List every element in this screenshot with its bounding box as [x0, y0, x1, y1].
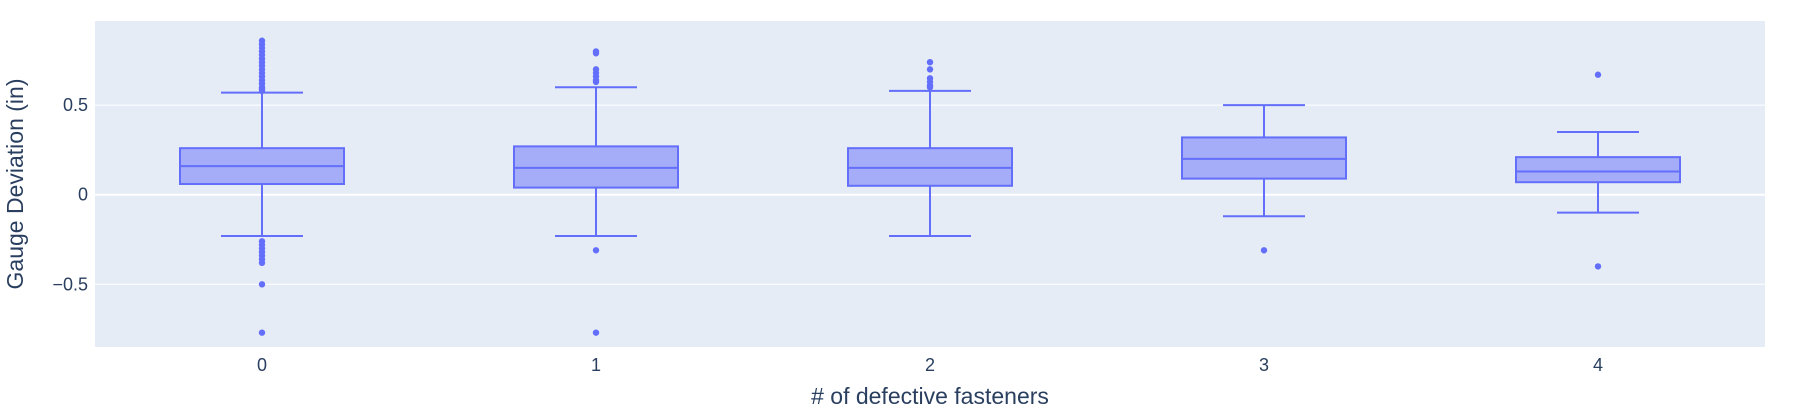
boxes — [179, 37, 1681, 336]
outlier-point — [258, 87, 266, 95]
box-1 — [513, 48, 679, 336]
outlier-point — [258, 259, 266, 267]
box-4 — [1515, 71, 1681, 270]
outlier-point — [258, 329, 266, 336]
x-tick-label: 1 — [591, 355, 601, 375]
box-2 — [847, 58, 1013, 237]
x-tick-label: 4 — [1593, 355, 1603, 375]
box-3 — [1181, 104, 1347, 254]
x-axis: 0 1 2 3 4 — [257, 355, 1603, 375]
outlier-point — [592, 247, 600, 254]
y-tick-label: 0 — [78, 185, 88, 205]
y-tick-label: 0.5 — [63, 95, 88, 115]
outlier-point — [1594, 263, 1602, 270]
y-axis-title: Gauge Deviation (in) — [2, 79, 28, 290]
outlier-point — [926, 58, 934, 66]
outlier-point — [926, 84, 934, 91]
x-tick-label: 0 — [257, 355, 267, 375]
outlier-point — [592, 78, 600, 86]
y-axis: −0.5 0 0.5 — [52, 95, 88, 294]
outlier-point — [1594, 71, 1602, 78]
x-axis-title: # of defective fasteners — [811, 383, 1049, 409]
outlier-point — [592, 329, 600, 336]
outlier-point — [1260, 247, 1268, 254]
x-tick-label: 2 — [925, 355, 935, 375]
x-tick-label: 3 — [1259, 355, 1269, 375]
box-0 — [179, 37, 345, 336]
outlier-point — [926, 66, 934, 73]
iqr-box — [1515, 156, 1681, 184]
y-tick-label: −0.5 — [52, 274, 88, 294]
outlier-point — [592, 50, 600, 57]
outlier-point — [258, 281, 266, 288]
